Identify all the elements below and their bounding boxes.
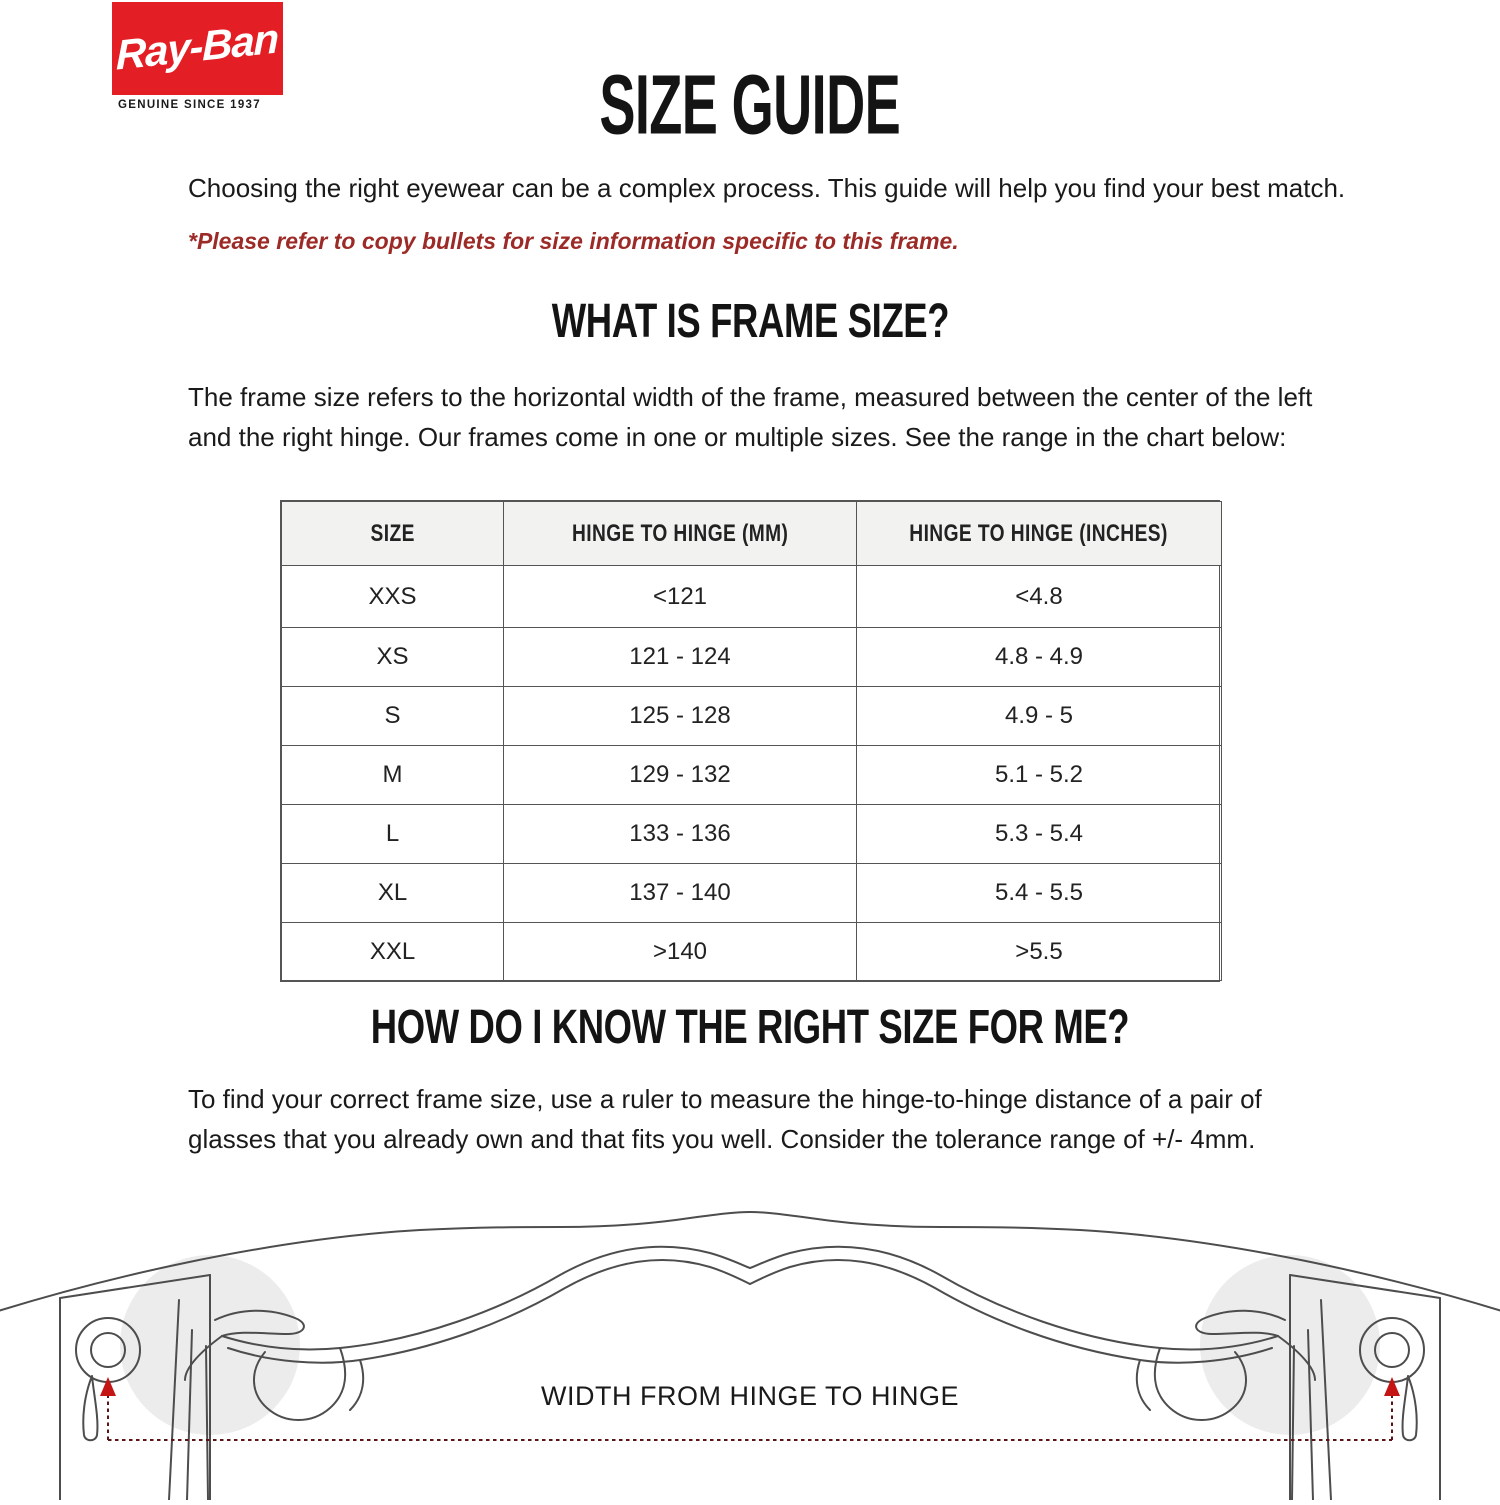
svg-text:WIDTH FROM HINGE TO HINGE: WIDTH FROM HINGE TO HINGE	[541, 1381, 959, 1411]
